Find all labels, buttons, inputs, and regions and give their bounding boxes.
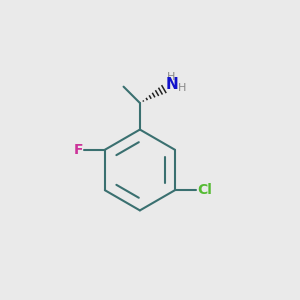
Text: H: H	[178, 82, 187, 92]
Text: Cl: Cl	[197, 183, 212, 197]
Text: N: N	[165, 77, 178, 92]
Text: H: H	[167, 72, 176, 82]
Text: F: F	[74, 143, 83, 157]
